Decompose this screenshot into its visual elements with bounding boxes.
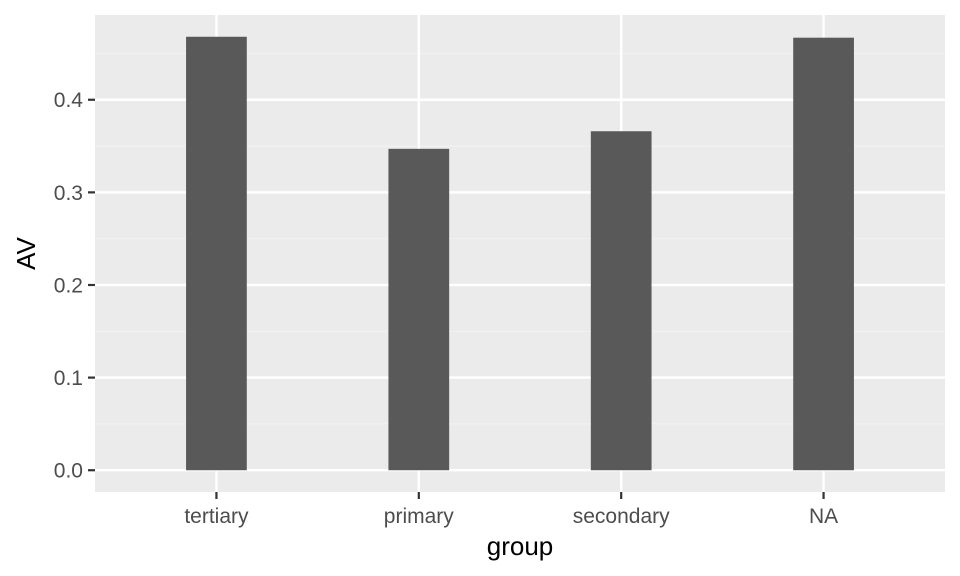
y-tick-label: 0.0 xyxy=(54,460,83,483)
y-axis: 0.0 0.1 0.2 0.3 0.4 xyxy=(54,89,95,483)
y-tick-label: 0.3 xyxy=(54,182,83,205)
x-tick-label: tertiary xyxy=(184,505,249,528)
x-axis-title: group xyxy=(487,531,554,561)
bars xyxy=(186,36,854,471)
x-tick-label: NA xyxy=(809,505,838,528)
bar-secondary xyxy=(590,131,652,471)
x-tick-label: primary xyxy=(384,505,455,528)
bar-primary xyxy=(388,148,450,471)
bar-tertiary xyxy=(186,36,247,471)
bar-na xyxy=(793,37,854,471)
y-tick-label: 0.1 xyxy=(54,367,83,390)
x-tick-label: secondary xyxy=(573,505,670,528)
x-axis: tertiary primary secondary NA xyxy=(184,492,838,528)
y-tick-label: 0.4 xyxy=(54,89,84,112)
y-tick-label: 0.2 xyxy=(54,274,83,297)
y-axis-title: AV xyxy=(11,236,41,269)
